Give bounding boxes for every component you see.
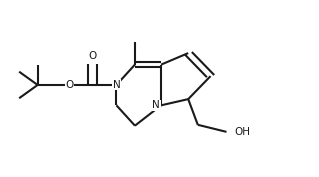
Text: O: O (65, 80, 74, 90)
Text: O: O (88, 51, 97, 61)
Text: N: N (113, 80, 120, 90)
Text: N: N (152, 100, 160, 110)
Text: OH: OH (234, 127, 250, 137)
